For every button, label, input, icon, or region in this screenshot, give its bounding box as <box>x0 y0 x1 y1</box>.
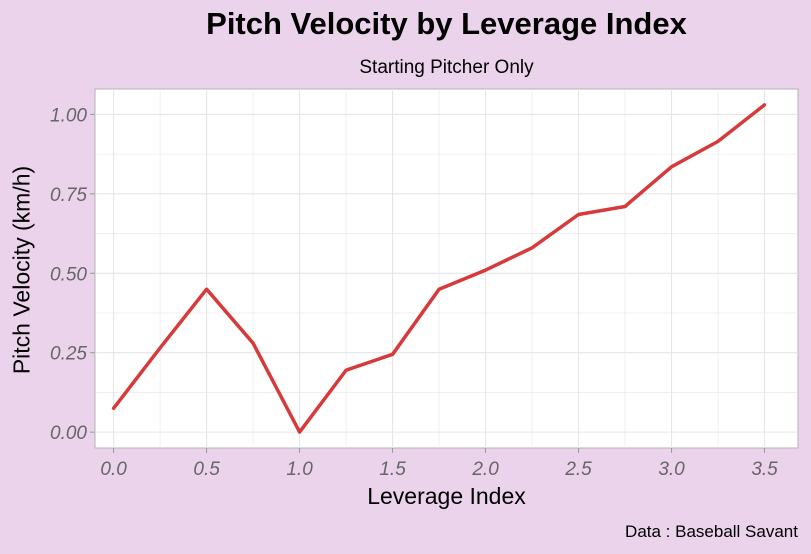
y-tick-label: 1.00 <box>50 105 87 126</box>
series-layer <box>111 103 767 434</box>
y-axis-label: Pitch Velocity (km/h) <box>8 165 35 375</box>
source-caption: Data : Baseball Savant <box>625 522 798 541</box>
series-line <box>111 103 767 434</box>
axis-ticks: 0.0 0.5 1.0 1.5 2.0 2.5 3.0 3.5 0.00 0.25 0.50 0.75… <box>50 105 778 480</box>
x-tick-label: 0.5 <box>193 459 220 480</box>
x-tick-label: 1.0 <box>286 459 313 480</box>
major-gridlines <box>95 89 798 448</box>
x-tick-label: 0.0 <box>100 459 127 480</box>
y-tick-label: 0.25 <box>50 344 87 365</box>
x-tick-label: 2.5 <box>564 459 592 480</box>
x-tick-label: 3.0 <box>658 459 685 480</box>
x-tick-label: 2.0 <box>471 459 499 480</box>
x-tick-label: 1.5 <box>379 459 406 480</box>
x-axis-label: Leverage Index <box>367 483 526 509</box>
chart-title: Pitch Velocity by Leverage Index <box>206 6 687 41</box>
minor-gridlines <box>95 89 798 448</box>
y-tick-label: 0.75 <box>50 185 87 206</box>
x-tick-label: 3.5 <box>751 459 778 480</box>
y-tick-label: 0.00 <box>50 423 87 444</box>
y-tick-label: 0.50 <box>50 264 87 285</box>
chart-subtitle: Starting Pitcher Only <box>359 57 534 78</box>
plot-panel <box>94 88 799 449</box>
